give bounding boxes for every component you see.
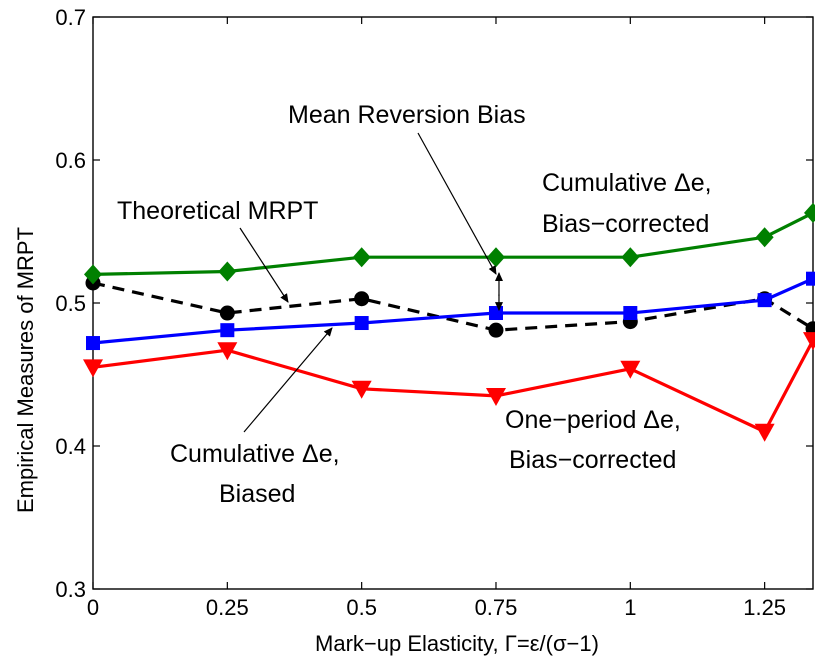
data-point — [354, 316, 369, 331]
annotation-cumulative-biased-line1: Cumulative Δe, — [170, 440, 340, 468]
x-tick-label: 1.25 — [743, 595, 786, 620]
data-point — [804, 202, 815, 223]
x-tick-label: 1 — [624, 595, 636, 620]
data-point — [217, 342, 238, 361]
arrow-mean-reversion — [417, 132, 497, 275]
data-point — [220, 323, 235, 338]
x-tick-label: 0.5 — [346, 595, 377, 620]
data-point — [354, 291, 370, 307]
arrow-cumulative-biased — [243, 327, 333, 433]
data-point — [620, 360, 641, 379]
annotation-cumulative-biased-line2: Biased — [219, 480, 295, 508]
x-tick-label: 0.75 — [475, 595, 518, 620]
series-one_period — [83, 332, 815, 442]
annotation-one-period-line1: One−period Δe, — [505, 406, 681, 434]
x-axis-title: Mark−up Elasticity, Γ=ε/(σ−1) — [315, 631, 599, 656]
x-tick-label: 0 — [87, 595, 99, 620]
annotation-theoretical: Theoretical MRPT — [117, 197, 318, 225]
annotation-cumulative-corrected-line2: Bias−corrected — [542, 210, 709, 238]
data-point — [83, 359, 103, 378]
y-tick-label: 0.3 — [55, 577, 86, 602]
annotation-cumulative-corrected-line1: Cumulative Δe, — [542, 169, 712, 197]
data-point — [754, 423, 775, 442]
series-cum_biased — [86, 271, 815, 351]
data-point — [86, 336, 100, 351]
annotation-mean-reversion: Mean Reversion Bias — [288, 101, 526, 129]
data-point — [755, 227, 774, 248]
data-point — [803, 332, 815, 351]
data-point — [351, 380, 372, 399]
series-cum_corrected — [84, 202, 815, 285]
annotation-one-period-line2: Bias−corrected — [509, 446, 676, 474]
y-tick-label: 0.4 — [55, 434, 86, 459]
x-tick-label: 0.25 — [206, 595, 249, 620]
y-axis-title: Empirical Measures of MRPT — [13, 227, 38, 513]
y-tick-label: 0.5 — [55, 291, 86, 316]
data-point — [485, 387, 506, 406]
data-point — [218, 261, 237, 282]
data-point — [757, 293, 772, 308]
data-point — [488, 306, 503, 321]
data-point — [621, 247, 640, 268]
data-point — [84, 264, 102, 285]
data-point — [806, 271, 815, 286]
data-point — [486, 247, 505, 268]
arrow-theoretical — [239, 227, 289, 303]
y-tick-label: 0.7 — [55, 5, 86, 30]
data-point — [352, 247, 371, 268]
data-point — [219, 305, 235, 321]
y-tick-label: 0.6 — [55, 148, 86, 173]
data-point — [488, 322, 504, 338]
data-point — [623, 306, 638, 321]
